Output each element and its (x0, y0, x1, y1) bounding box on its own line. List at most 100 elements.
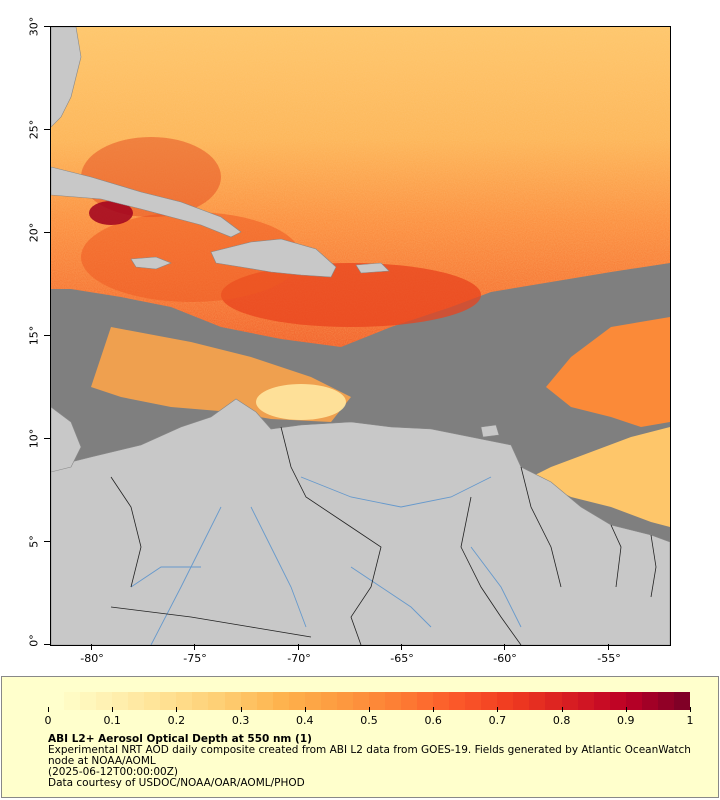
colorbar-segment (288, 692, 305, 710)
colorbar-segment (465, 692, 482, 710)
colorbar-label: 0.7 (488, 714, 507, 727)
colorbar-segment (80, 692, 97, 710)
map-description: Experimental NRT AOD daily composite cre… (48, 744, 691, 767)
colorbar-label: 0.8 (552, 714, 571, 727)
colorbar-segment (433, 692, 450, 710)
colorbar-segment (561, 692, 578, 710)
colorbar-segment (208, 692, 225, 710)
lat-tick-mark (44, 335, 50, 336)
colorbar-segment (449, 692, 466, 710)
land-hispaniola (210, 238, 337, 278)
land-south-america (51, 398, 670, 645)
colorbar-label: 0.6 (424, 714, 442, 727)
lat-label-5: 5° (27, 535, 41, 548)
aod-core-mid (81, 212, 301, 302)
colorbar-segment (176, 692, 193, 710)
colorbar-segment (625, 692, 642, 710)
lon-tick-mark (608, 644, 609, 650)
aod-peak-jamaica (89, 201, 133, 225)
colorbar-segment (64, 692, 81, 710)
lat-label-30: 30° (27, 16, 41, 37)
colorbar-segment (497, 692, 514, 710)
lon-label-minus55: -55° (597, 652, 621, 665)
lat-tick-mark (44, 541, 50, 542)
lat-label-20: 20° (27, 222, 41, 243)
lat-tick-mark (44, 232, 50, 233)
colorbar-tick (625, 707, 627, 712)
lat-label-0: 0° (27, 634, 41, 647)
colorbar-segment (240, 692, 257, 710)
lon-tick-mark (194, 644, 195, 650)
colorbar-tick (112, 707, 114, 712)
colorbar-segment (481, 692, 498, 710)
lon-tick-mark (401, 644, 402, 650)
colorbar-segment (513, 692, 530, 710)
lon-label-minus75: -75° (183, 652, 207, 665)
aod-plume-southeast (531, 427, 670, 527)
aod-plume-east (546, 317, 670, 427)
rivers (130, 476, 522, 645)
colorbar-segment (352, 692, 369, 710)
colorbar-segment (577, 692, 594, 710)
colorbar-segment (272, 692, 289, 710)
colorbar-tick (561, 707, 563, 712)
colorbar-tick (690, 707, 691, 712)
colorbar-segment (320, 692, 337, 710)
lon-tick-mark (504, 644, 505, 650)
colorbar-segment (224, 692, 241, 710)
colorbar-segment (593, 692, 610, 710)
colorbar-tick (304, 707, 306, 712)
colorbar-segment (160, 692, 177, 710)
colorbar-label: 0.5 (360, 714, 378, 727)
colorbar-tick (497, 707, 499, 712)
lon-label-minus60: -60° (493, 652, 517, 665)
colorbar-segment (529, 692, 546, 710)
lat-label-10: 10° (27, 428, 41, 449)
lon-label-minus70: -70° (287, 652, 311, 665)
map-caption: ABI L2+ Aerosol Optical Depth at 550 nm … (48, 734, 698, 789)
colorbar-segment (401, 692, 418, 710)
lat-tick-mark (44, 26, 50, 27)
colorbar-tick (48, 707, 49, 712)
colorbar-segment (192, 692, 209, 710)
colorbar-segment (657, 692, 674, 710)
colorbar-segment (96, 692, 113, 710)
lon-tick-mark (298, 644, 299, 650)
colorbar-segment (545, 692, 562, 710)
lat-tick-mark (44, 438, 50, 439)
land-areas (51, 27, 670, 645)
colorbar-segment (609, 692, 626, 710)
colorbar-segment (112, 692, 129, 710)
colorbar-segment (336, 692, 353, 710)
colorbar-tick (369, 707, 370, 712)
colorbar-tick (176, 707, 178, 712)
colorbar-segment (417, 692, 434, 710)
colorbar-label: 1 (686, 714, 694, 727)
lat-label-25: 25° (27, 119, 41, 140)
map-credit: Data courtesy of USDOC/NOAA/OAR/AOML/PHO… (48, 777, 305, 789)
map-title: ABI L2+ Aerosol Optical Depth at 550 nm … (48, 733, 312, 745)
lat-tick-mark (44, 644, 50, 645)
colorbar-label: 0.4 (296, 714, 314, 727)
lon-tick-mark (91, 644, 92, 650)
map-plot-area (50, 26, 671, 646)
lon-label-minus80: -80° (80, 652, 104, 665)
colorbar-label: 0 (44, 714, 52, 727)
map-date: (2025-06-12T00:00:00Z) (48, 766, 178, 778)
lat-tick-mark (44, 129, 50, 130)
colorbar (48, 692, 690, 710)
lon-label-minus65: -65° (390, 652, 414, 665)
aod-venezuela-coast (256, 384, 346, 420)
colorbar-tick (240, 707, 242, 712)
country-borders (110, 426, 657, 645)
land-cuba (51, 166, 242, 238)
land-trinidad (480, 424, 500, 438)
colorbar-label: 0.3 (231, 714, 250, 727)
colorbar-label: 0.9 (617, 714, 635, 727)
land-puerto-rico (355, 262, 390, 274)
colorbar-segment (256, 692, 273, 710)
colorbar-segment (384, 692, 402, 710)
colorbar-segment (641, 692, 658, 710)
colorbar-segment (673, 692, 690, 710)
land-central-america (51, 406, 82, 473)
